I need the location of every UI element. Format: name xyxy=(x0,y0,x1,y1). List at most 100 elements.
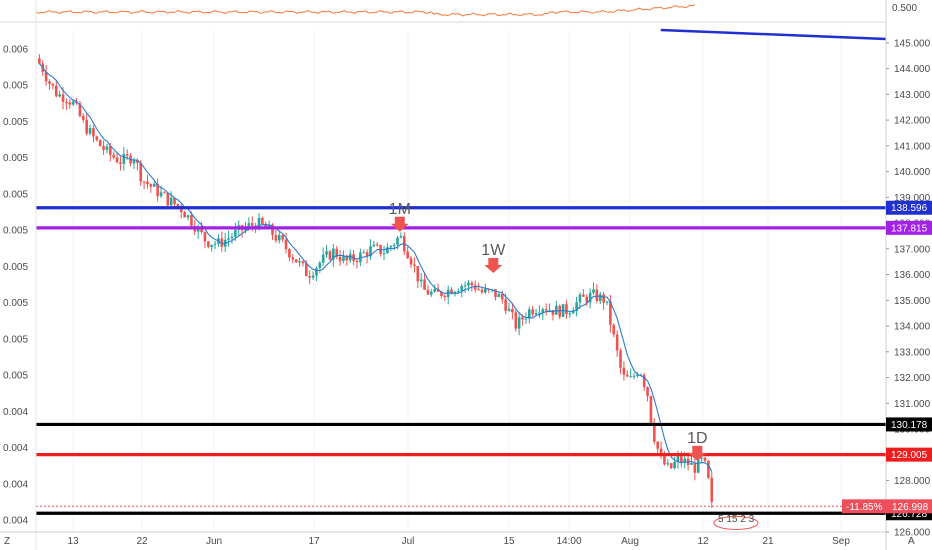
candle-down xyxy=(426,289,430,295)
right-tick-label: 135.000 xyxy=(894,296,931,307)
candle-down xyxy=(514,312,518,329)
right-tick-label: 131.000 xyxy=(894,399,931,410)
candle-down xyxy=(440,291,443,297)
candle-down xyxy=(166,192,170,206)
candle-up xyxy=(362,252,366,254)
candle-up xyxy=(696,458,700,473)
arrow-down-icon xyxy=(484,257,503,273)
x-tick-label: Sep xyxy=(832,536,850,547)
candle-down xyxy=(450,289,453,294)
right-tick-label: 141.000 xyxy=(894,141,931,152)
candle-down xyxy=(375,244,379,246)
candle-up xyxy=(257,217,261,230)
candle-down xyxy=(65,101,68,103)
candle-up xyxy=(430,291,433,295)
candle-up xyxy=(325,251,328,255)
candle-down xyxy=(409,258,413,265)
left-tick-label: 0.005 xyxy=(3,334,28,345)
candle-down xyxy=(646,387,649,397)
candle-up xyxy=(105,146,109,150)
candle-down xyxy=(531,309,534,315)
candle-down xyxy=(416,265,420,282)
candle-up xyxy=(457,290,460,292)
right-tick-label: 142.000 xyxy=(894,116,931,127)
candle-down xyxy=(38,58,41,64)
moving-average-line xyxy=(38,63,713,472)
annotation-label: 1D xyxy=(687,430,707,447)
current-price-tag[interactable] xyxy=(842,499,932,514)
candle-up xyxy=(636,374,639,376)
arrow-down-icon xyxy=(390,216,409,232)
candle-down xyxy=(207,241,210,247)
candle-up xyxy=(673,461,676,469)
candle-down xyxy=(494,289,497,298)
candle-down xyxy=(281,235,284,240)
candle-up xyxy=(399,236,403,238)
candle-down xyxy=(85,119,88,134)
candle-up xyxy=(632,375,636,377)
candle-down xyxy=(75,101,78,104)
candle-down xyxy=(51,83,55,86)
candle-up xyxy=(538,312,541,314)
right-tick-label: 132.000 xyxy=(894,373,931,384)
candle-up xyxy=(568,313,572,315)
candle-up xyxy=(210,244,213,247)
right-tick-label: 145.000 xyxy=(894,38,931,49)
candle-down xyxy=(328,251,332,260)
events-badge-text: 5 15 2 3 xyxy=(718,514,755,525)
left-tick-label: 0.005 xyxy=(3,262,28,273)
candle-up xyxy=(683,458,687,463)
candle-down xyxy=(504,299,507,311)
candle-up xyxy=(629,376,632,378)
left-tick-label: 0.005 xyxy=(3,226,28,237)
events-badge-icon[interactable] xyxy=(713,515,759,530)
x-tick-label: 21 xyxy=(762,536,774,547)
candle-down xyxy=(551,309,555,315)
right-tick-label: 136.000 xyxy=(894,270,931,281)
left-tick-label: 0.004 xyxy=(3,479,28,490)
right-tick-label: 144.000 xyxy=(894,64,931,75)
trend-line[interactable] xyxy=(660,28,887,41)
left-tick-label: 0.005 xyxy=(3,117,28,128)
level-tag[interactable] xyxy=(886,200,932,215)
candle-up xyxy=(58,94,61,97)
candle-down xyxy=(284,239,288,250)
candle-down xyxy=(615,334,619,351)
candle-down xyxy=(470,282,474,286)
corner-label-right: A xyxy=(908,536,915,547)
candle-down xyxy=(261,217,264,225)
candle-down xyxy=(436,289,440,292)
candle-down xyxy=(82,116,85,120)
level-tag-label: 130.178 xyxy=(891,420,928,431)
candle-down xyxy=(609,301,612,325)
candle-down xyxy=(274,235,278,241)
candle-down xyxy=(693,463,697,473)
candle-up xyxy=(311,275,315,278)
left-tick-label: 0.005 xyxy=(3,371,28,382)
candle-down xyxy=(703,457,707,461)
level-tag[interactable] xyxy=(886,220,932,235)
x-tick-label: 14:00 xyxy=(556,536,581,547)
candle-down xyxy=(521,317,524,320)
candle-down xyxy=(136,160,139,163)
level-tag[interactable] xyxy=(886,417,932,432)
candle-down xyxy=(125,154,129,156)
candle-up xyxy=(484,288,487,293)
level-tag[interactable] xyxy=(886,447,932,462)
candle-down xyxy=(264,224,268,229)
candle-down xyxy=(352,254,355,261)
candle-up xyxy=(132,160,136,164)
right-tick-label: 140.000 xyxy=(894,167,931,178)
x-tick-label: Jul xyxy=(402,536,415,547)
candle-up xyxy=(700,457,703,459)
candle-down xyxy=(710,477,714,502)
candle-up xyxy=(507,308,511,311)
candle-up xyxy=(389,246,393,248)
candle-up xyxy=(159,192,163,197)
candle-down xyxy=(406,251,409,259)
indicator-line xyxy=(35,4,696,17)
candle-up xyxy=(548,309,551,311)
candle-down xyxy=(595,289,599,302)
